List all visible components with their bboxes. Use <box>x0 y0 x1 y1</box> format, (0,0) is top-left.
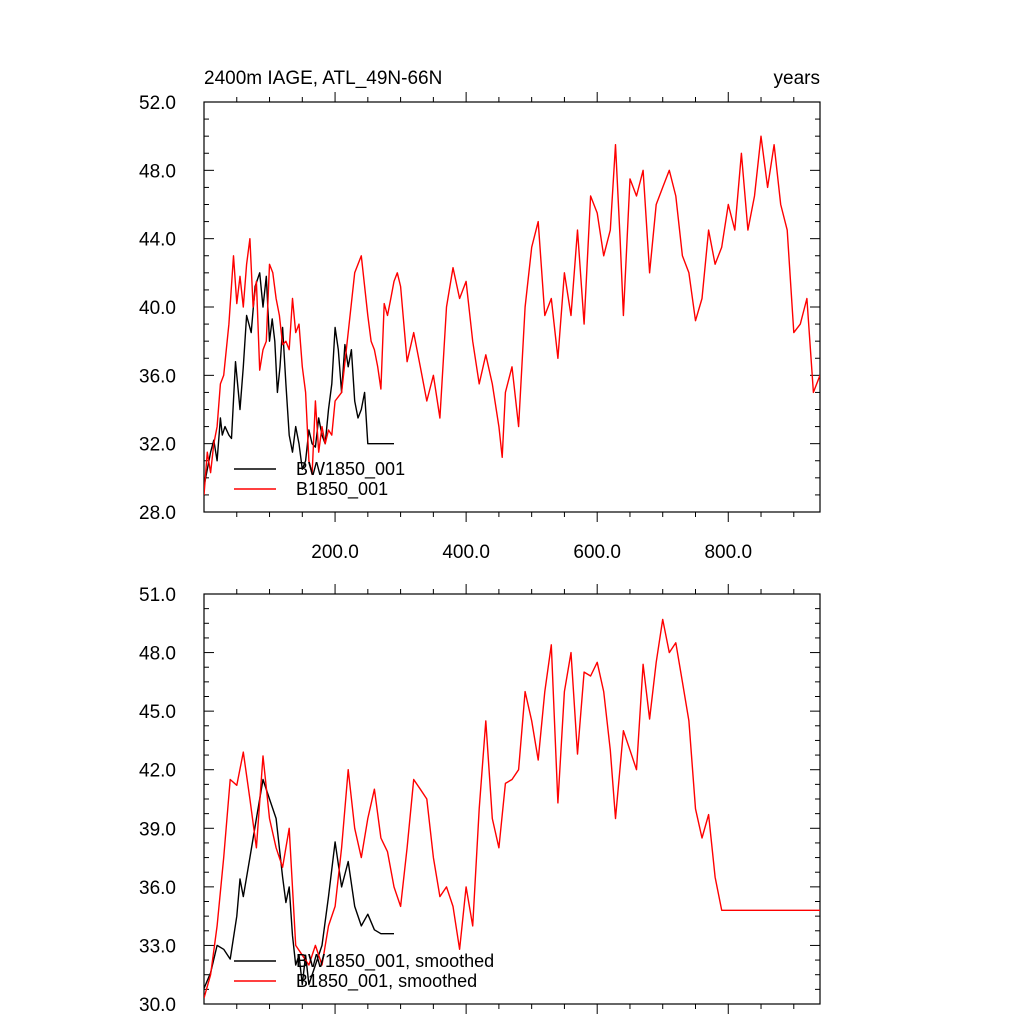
y-tick-label: 45.0 <box>139 702 176 723</box>
legend-label: BW1850_001 <box>296 459 405 480</box>
plot-frame <box>203 593 821 1005</box>
y-tick-label: 36.0 <box>139 366 176 387</box>
series-line-b1850 <box>204 618 820 999</box>
legend-label: BW1850_001, smoothed <box>296 951 494 972</box>
y-tick-label: 30.0 <box>139 995 176 1016</box>
units-label: years <box>774 68 820 89</box>
y-tick-label: 33.0 <box>139 936 176 957</box>
x-tick-label: 600.0 <box>573 542 621 563</box>
y-tick-label: 51.0 <box>139 585 176 606</box>
y-tick-label: 48.0 <box>139 161 176 182</box>
top-panel: 200.0 400.0 600.0 800.0 28.0 32.0 36.0 40.0 44.0… <box>139 68 821 563</box>
y-tick-label: 28.0 <box>139 503 176 524</box>
legend-label: B1850_001, smoothed <box>296 971 477 992</box>
bottom-panel: 30.0 33.0 36.0 39.0 42.0 45.0 48.0 51.0 BW1850_0… <box>139 584 821 1016</box>
y-tick-label: 40.0 <box>139 298 176 319</box>
series-line-b1850 <box>204 135 820 495</box>
y-tick-label: 42.0 <box>139 761 176 782</box>
plot-frame <box>203 101 821 513</box>
series-line-bw1850 <box>204 272 394 487</box>
x-tick-label: 400.0 <box>442 542 490 563</box>
chart-title: 2400m IAGE, ATL_49N-66N <box>204 68 442 89</box>
y-tick-label: 48.0 <box>139 644 176 665</box>
y-tick-label: 52.0 <box>139 93 176 114</box>
series-line-bw1850 <box>204 778 394 989</box>
y-tick-label: 44.0 <box>139 230 176 251</box>
x-tick-label: 200.0 <box>311 542 359 563</box>
y-tick-label: 36.0 <box>139 878 176 899</box>
y-tick-label: 39.0 <box>139 819 176 840</box>
y-tick-label: 32.0 <box>139 435 176 456</box>
legend-label: B1850_001 <box>296 479 388 500</box>
x-tick-label: 800.0 <box>704 542 752 563</box>
